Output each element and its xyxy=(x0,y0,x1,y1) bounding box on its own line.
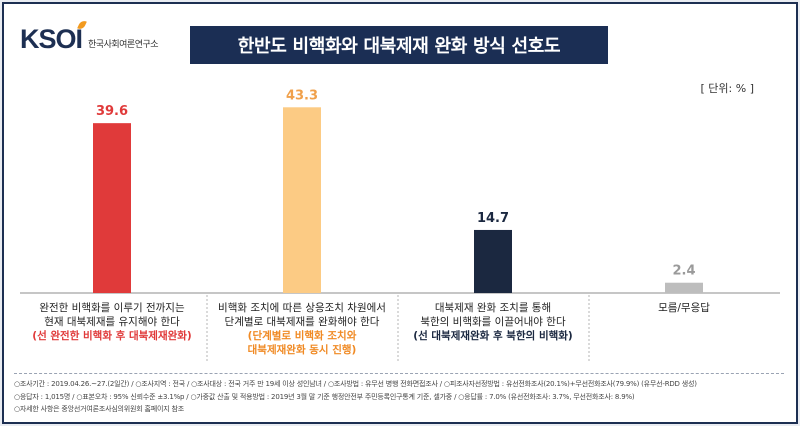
logo: KSOI 한국사회여론연구소 xyxy=(20,19,159,53)
category-text-line: 모름/무응답 xyxy=(658,302,710,314)
logo-mark: KSOI xyxy=(20,19,87,53)
category-text-line: 완전한 비핵화를 이루기 전까지는 xyxy=(39,302,185,314)
bar-4 xyxy=(665,282,703,293)
category-text-line: 단계별로 대북제재를 완화해야 한다 xyxy=(224,316,380,328)
category-note-line: 대북제재완화 동시 진행) xyxy=(247,344,357,356)
bar-3 xyxy=(474,229,512,293)
bar-value-label-3: 14.7 xyxy=(477,211,509,226)
category-note-line: (단계별로 비핵화 조치와 xyxy=(247,330,357,342)
footer-line-2: ○응답자 : 1,015명 / ○표본오차 : 95% 신뢰수준 ±3.1%p … xyxy=(14,392,635,401)
unit-label: [ 단위: % ] xyxy=(700,82,754,95)
chart-title: 한반도 비핵화와 대북제재 완화 방식 선호도 xyxy=(190,26,608,64)
category-note-line: (선 대북제재완화 후 북한의 비핵화) xyxy=(413,330,573,342)
bar-value-label-1: 39.6 xyxy=(96,104,128,119)
category-text-line: 비핵화 조치에 따른 상응조치 차원에서 xyxy=(218,302,386,314)
logo-subtitle: 한국사회여론연구소 xyxy=(88,40,159,50)
category-text-line: 대북제재 완화 조치를 통해 xyxy=(434,302,552,314)
bar-value-label-2: 43.3 xyxy=(286,88,318,103)
footer-line-1: ○조사기간 : 2019.04.26.~27.(2일간) / ○조사지역 : 전… xyxy=(14,380,697,388)
category-label-4: 모름/무응답 xyxy=(589,301,779,315)
footer-line-3: ○자세한 사항은 중앙선거여론조사심의위원회 홈페이지 참조 xyxy=(14,405,185,413)
category-text-line: 북한의 비핵화를 이끌어내야 한다 xyxy=(420,316,566,328)
bar-1 xyxy=(93,123,131,293)
category-text-line: 현재 대북제재를 유지해야 한다 xyxy=(44,316,180,328)
category-note-line: (선 완전한 비핵화 후 대북제재완화) xyxy=(32,330,192,342)
bars-group: 39.6 43.3 14.7 2.4 xyxy=(93,88,703,363)
bar-2 xyxy=(283,107,321,294)
bar-value-label-4: 2.4 xyxy=(672,264,695,279)
survey-footer: ○조사기간 : 2019.04.26.~27.(2일간) / ○조사지역 : 전… xyxy=(14,373,784,416)
